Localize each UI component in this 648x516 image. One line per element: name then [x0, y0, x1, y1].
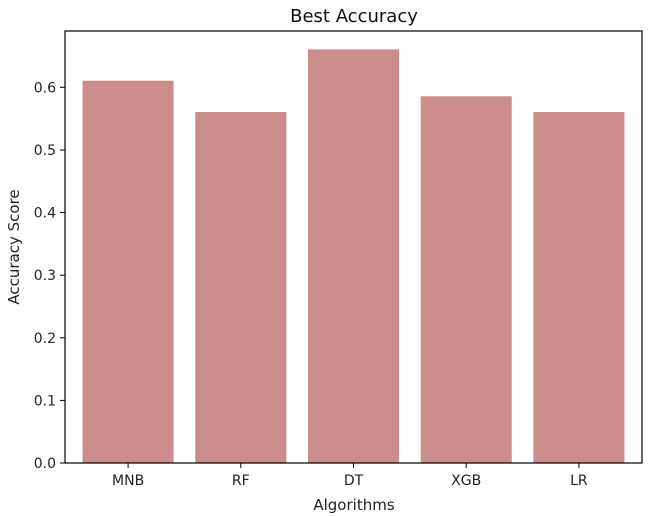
x-tick-label: MNB	[112, 473, 144, 489]
y-tick-label: 0.5	[34, 143, 56, 159]
x-tick-label: LR	[570, 473, 588, 489]
bar-lr	[533, 112, 625, 464]
y-tick-label: 0.4	[34, 206, 56, 222]
y-tick-label: 0.1	[34, 393, 56, 409]
bar-rf	[195, 112, 287, 464]
y-tick-label: 0.6	[34, 80, 56, 96]
bar-mnb	[82, 80, 174, 464]
x-tick-label: DT	[344, 473, 364, 489]
y-axis-title: Accuracy Score	[5, 189, 23, 304]
y-tick-label: 0.2	[34, 331, 56, 347]
x-tick-label: XGB	[451, 473, 481, 489]
bar-xgb	[420, 96, 512, 464]
x-axis: MNB RF DT XGB LR	[112, 463, 588, 489]
bars-layer	[82, 49, 625, 464]
y-axis: 0.0 0.1 0.2 0.3 0.4 0.5 0.6	[34, 80, 65, 472]
bar-dt	[307, 49, 399, 464]
y-tick-label: 0.3	[34, 268, 56, 284]
x-tick-label: RF	[232, 473, 250, 489]
chart-title: Best Accuracy	[290, 6, 418, 27]
y-tick-label: 0.0	[34, 456, 56, 472]
x-axis-title: Algorithms	[313, 496, 394, 514]
